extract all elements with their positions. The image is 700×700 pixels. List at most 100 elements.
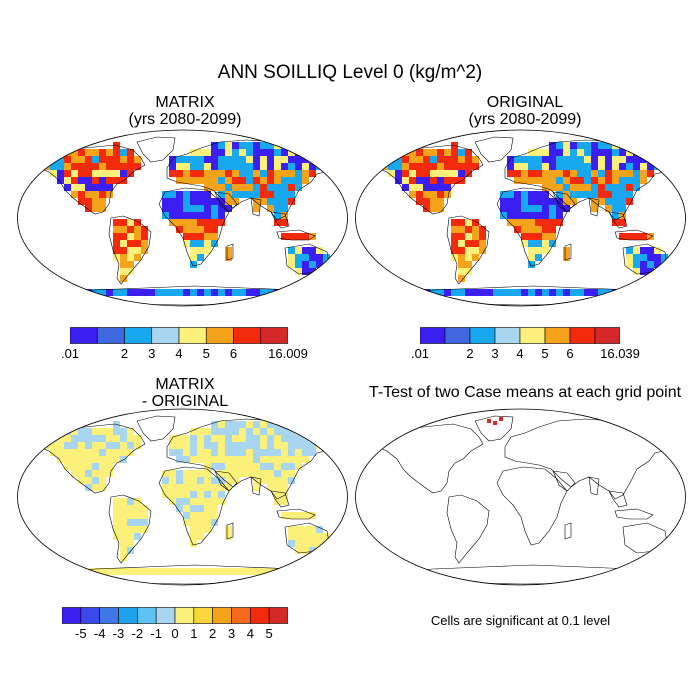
grid-cell — [218, 456, 225, 463]
grid-cell — [288, 198, 295, 205]
grid-cell — [141, 568, 148, 575]
grid-cell — [274, 498, 281, 505]
grid-cell — [640, 261, 647, 268]
grid-cell — [267, 163, 274, 170]
grid-cell — [465, 240, 472, 247]
grid-cell — [281, 491, 288, 498]
grid-cell — [64, 568, 71, 575]
grid-cell — [633, 247, 640, 254]
colorbar-box — [62, 607, 82, 624]
grid-cell — [563, 247, 570, 254]
grid-cell — [183, 191, 190, 198]
grid-cell — [535, 254, 542, 261]
grid-cell — [253, 191, 260, 198]
grid-cell — [281, 512, 288, 519]
grid-cell — [267, 470, 274, 477]
grid-cell — [225, 205, 232, 212]
grid-cell — [106, 568, 113, 575]
grid-cell — [416, 156, 423, 163]
grid-cell — [253, 177, 260, 184]
grid-cell — [281, 163, 288, 170]
grid-cell — [535, 156, 542, 163]
grid-cell — [218, 568, 225, 575]
grid-cell — [92, 428, 99, 435]
grid-cell — [50, 163, 57, 170]
grid-cell — [183, 491, 190, 498]
colorbar-box — [268, 607, 288, 624]
grid-cell — [253, 477, 260, 484]
grid-cell — [190, 163, 197, 170]
grid-cell — [78, 449, 85, 456]
grid-cell — [633, 149, 640, 156]
coastline-seAsia — [270, 211, 290, 229]
grid-cell — [309, 254, 316, 261]
colorbar-tick-label: 5 — [202, 346, 210, 361]
grid-cell — [113, 247, 120, 254]
grid-cell — [570, 149, 577, 156]
grid-cell — [176, 198, 183, 205]
grid-cell — [661, 149, 668, 156]
grid-cell — [514, 156, 521, 163]
grid-cell — [316, 261, 323, 268]
grid-cell — [71, 435, 78, 442]
grid-cell — [570, 156, 577, 163]
grid-cell — [549, 233, 556, 240]
grid-cell — [120, 554, 127, 561]
grid-cell — [197, 163, 204, 170]
grid-cell — [451, 170, 458, 177]
grid-cell — [521, 289, 528, 296]
grid-cell — [246, 142, 253, 149]
grid-cell — [295, 428, 302, 435]
grid-cell — [409, 289, 416, 296]
grid-cell — [225, 163, 232, 170]
grid-cell — [78, 289, 85, 296]
diff-title-line1: MATRIX — [155, 376, 215, 393]
grid-cell — [176, 219, 183, 226]
grid-cell — [176, 289, 183, 296]
grid-cell — [78, 191, 85, 198]
colorbar-tick-label: 2 — [466, 346, 474, 361]
grid-cell — [288, 533, 295, 540]
grid-cell — [162, 491, 169, 498]
grid-cell — [402, 156, 409, 163]
grid-cell — [113, 156, 120, 163]
grid-cell — [514, 289, 521, 296]
colorbar-tick-label: 3 — [491, 346, 499, 361]
grid-cell — [169, 484, 176, 491]
grid-cell — [78, 198, 85, 205]
grid-cell — [316, 156, 323, 163]
grid-cell — [605, 149, 612, 156]
grid-cell — [260, 442, 267, 449]
grid-cell — [183, 205, 190, 212]
grid-cell — [451, 233, 458, 240]
grid-cell — [162, 205, 169, 212]
grid-cell — [78, 428, 85, 435]
grid-cell — [295, 261, 302, 268]
grid-cell — [563, 205, 570, 212]
grid-cell — [169, 449, 176, 456]
grid-cell — [190, 205, 197, 212]
grid-cell — [465, 247, 472, 254]
grid-cell — [542, 240, 549, 247]
grid-cell — [598, 163, 605, 170]
grid-cell — [402, 184, 409, 191]
grid-cell — [197, 533, 204, 540]
grid-cell — [528, 254, 535, 261]
grid-cell — [106, 177, 113, 184]
grid-cell — [626, 142, 633, 149]
grid-cell — [302, 261, 309, 268]
colorbar-box — [205, 327, 234, 344]
grid-cell — [218, 156, 225, 163]
grid-cell — [416, 184, 423, 191]
grid-cell — [127, 449, 134, 456]
grid-cell — [437, 184, 444, 191]
grid-cell — [71, 184, 78, 191]
grid-cell — [99, 477, 106, 484]
grid-cell — [225, 247, 232, 254]
grid-cell — [134, 442, 141, 449]
grid-cell — [197, 526, 204, 533]
grid-cell — [423, 198, 430, 205]
grid-cell — [507, 219, 514, 226]
grid-cell — [458, 233, 465, 240]
grid-cell — [190, 247, 197, 254]
